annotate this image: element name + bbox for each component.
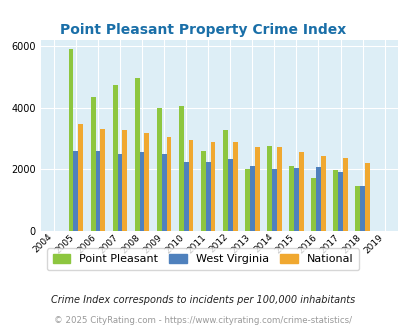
Bar: [298, 152, 303, 231]
Bar: [249, 166, 254, 231]
Bar: [73, 151, 78, 231]
Bar: [144, 133, 149, 231]
Bar: [333, 170, 337, 231]
Bar: [266, 146, 271, 231]
Bar: [311, 178, 315, 231]
Bar: [78, 124, 83, 231]
Bar: [68, 49, 73, 231]
Bar: [122, 130, 127, 231]
Bar: [134, 78, 139, 231]
Bar: [139, 152, 144, 231]
Bar: [179, 106, 183, 231]
Bar: [95, 151, 100, 231]
Bar: [293, 168, 298, 231]
Bar: [90, 97, 95, 231]
Bar: [205, 162, 210, 231]
Text: Crime Index corresponds to incidents per 100,000 inhabitants: Crime Index corresponds to incidents per…: [51, 295, 354, 305]
Bar: [232, 143, 237, 231]
Bar: [254, 147, 259, 231]
Bar: [113, 85, 117, 231]
Bar: [210, 142, 215, 231]
Bar: [315, 167, 320, 231]
Bar: [161, 154, 166, 231]
Bar: [227, 159, 232, 231]
Bar: [245, 169, 249, 231]
Bar: [200, 151, 205, 231]
Legend: Point Pleasant, West Virginia, National: Point Pleasant, West Virginia, National: [47, 248, 358, 270]
Bar: [271, 169, 276, 231]
Bar: [276, 147, 281, 231]
Bar: [183, 162, 188, 231]
Bar: [288, 166, 293, 231]
Bar: [320, 156, 325, 231]
Bar: [342, 158, 347, 231]
Bar: [337, 172, 342, 231]
Bar: [222, 130, 227, 231]
Bar: [364, 163, 369, 231]
Bar: [354, 185, 359, 231]
Text: © 2025 CityRating.com - https://www.cityrating.com/crime-statistics/: © 2025 CityRating.com - https://www.city…: [54, 316, 351, 325]
Bar: [117, 154, 122, 231]
Bar: [100, 129, 105, 231]
Bar: [188, 140, 193, 231]
Bar: [359, 185, 364, 231]
Bar: [166, 137, 171, 231]
Bar: [156, 109, 161, 231]
Text: Point Pleasant Property Crime Index: Point Pleasant Property Crime Index: [60, 23, 345, 37]
